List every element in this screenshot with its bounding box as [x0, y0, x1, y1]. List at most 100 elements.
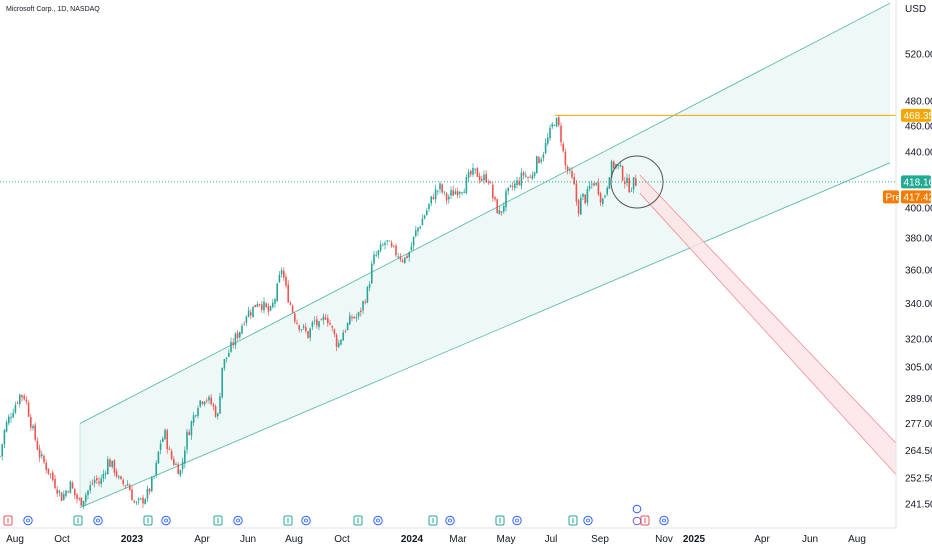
- dividend-marker-icon[interactable]: [23, 515, 33, 526]
- candle-body: [604, 195, 606, 198]
- candle-body: [0, 455, 1, 457]
- candle-body: [280, 270, 283, 275]
- candle: [296, 319, 298, 325]
- candle: [122, 478, 124, 487]
- candle: [551, 121, 553, 130]
- candle: [63, 490, 65, 501]
- candle-body: [3, 430, 6, 445]
- dividend-marker-icon[interactable]: [161, 515, 171, 526]
- candle-body: [91, 483, 94, 485]
- earnings-marker-icon[interactable]: [428, 515, 438, 526]
- candle: [588, 181, 591, 192]
- currency-label: USD: [905, 4, 926, 15]
- candle: [406, 253, 408, 259]
- dividend-marker-icon[interactable]: [659, 515, 669, 526]
- candle: [208, 395, 210, 404]
- earnings-marker-icon[interactable]: [568, 515, 578, 526]
- candle: [247, 306, 250, 318]
- candle-body: [384, 242, 386, 245]
- candle: [599, 191, 602, 207]
- candle: [547, 132, 549, 146]
- candle: [14, 401, 17, 415]
- earnings-marker-icon[interactable]: [640, 515, 650, 526]
- candle: [362, 300, 364, 315]
- earnings-marker-icon[interactable]: [353, 515, 363, 526]
- candle: [307, 330, 309, 339]
- candle: [432, 193, 435, 200]
- candle: [56, 486, 58, 498]
- dividend-marker-icon[interactable]: [93, 515, 103, 526]
- dividend-marker-icon[interactable]: [583, 515, 593, 526]
- candle-body: [102, 473, 105, 479]
- dividend-marker-icon[interactable]: [445, 515, 455, 526]
- candle: [201, 401, 204, 406]
- candle-body: [252, 306, 254, 317]
- candle-body: [186, 431, 188, 450]
- earnings-marker-icon[interactable]: [495, 515, 505, 526]
- candle: [595, 182, 597, 187]
- candle: [474, 168, 476, 175]
- time-tick-label: Sep: [591, 534, 609, 545]
- candle: [93, 476, 96, 488]
- descending-channel[interactable]: [640, 175, 900, 479]
- dividend-marker-icon[interactable]: [233, 515, 243, 526]
- candle: [494, 196, 496, 202]
- earnings-marker-icon[interactable]: [73, 515, 83, 526]
- candle: [232, 338, 234, 349]
- ascending-channel[interactable]: [80, 3, 890, 508]
- candle-body: [320, 319, 322, 321]
- split-marker-icon[interactable]: [632, 504, 642, 526]
- candle: [582, 193, 584, 200]
- candle-body: [56, 489, 58, 494]
- dividend-marker-icon[interactable]: [301, 515, 311, 526]
- candle-body: [162, 438, 164, 443]
- price-tick-label: 440.00: [905, 148, 932, 159]
- candle-body: [305, 327, 307, 331]
- earnings-marker-icon[interactable]: [213, 515, 223, 526]
- ascending-channel-lower-line[interactable]: [79, 162, 891, 509]
- time-tick-label: Aug: [848, 534, 866, 545]
- candle-body: [324, 317, 327, 320]
- candle-body: [371, 263, 373, 284]
- candle: [399, 253, 402, 262]
- dividend-marker-icon[interactable]: [512, 515, 522, 526]
- candle-body: [591, 183, 593, 185]
- candle-body: [428, 203, 430, 210]
- candle-body: [467, 172, 470, 178]
- candle: [179, 469, 182, 477]
- time-axis[interactable]: Aug Oct 2023 Apr Jun Aug Oct 2024 Mar May Jul Sep No…: [6, 534, 866, 545]
- highlight-circle[interactable]: [610, 155, 664, 209]
- candle-body: [450, 190, 452, 196]
- candle: [276, 282, 278, 303]
- candle: [318, 320, 320, 331]
- candle: [10, 412, 12, 423]
- descending-channel-upper-line[interactable]: [639, 174, 900, 447]
- candle: [604, 194, 606, 199]
- candle-body: [214, 406, 217, 417]
- candle: [245, 315, 248, 327]
- candle: [434, 184, 437, 204]
- candle-body: [34, 424, 36, 440]
- descending-channel-lower-line[interactable]: [639, 193, 900, 479]
- earnings-marker-icon[interactable]: [3, 515, 13, 526]
- candle-body: [148, 488, 151, 492]
- dividend-marker-icon[interactable]: [373, 515, 383, 526]
- candle: [509, 184, 512, 188]
- candle: [624, 176, 626, 189]
- time-tick-label: Aug: [285, 534, 303, 545]
- candle-body: [203, 401, 206, 405]
- candle-body: [417, 227, 419, 232]
- candle-body: [615, 163, 617, 168]
- candle-body: [582, 193, 584, 197]
- price-axis[interactable]: 520.00 480.00 460.00 440.00 400.00 380.00 360.…: [905, 50, 932, 511]
- candle: [177, 462, 179, 475]
- candle: [104, 470, 107, 479]
- ascending-channel-upper-line[interactable]: [79, 2, 891, 424]
- earnings-marker-icon[interactable]: [143, 515, 153, 526]
- candle-body: [401, 260, 404, 262]
- candle: [335, 332, 338, 352]
- earnings-marker-icon[interactable]: [283, 515, 293, 526]
- candle: [586, 186, 589, 207]
- candle-body: [399, 256, 402, 260]
